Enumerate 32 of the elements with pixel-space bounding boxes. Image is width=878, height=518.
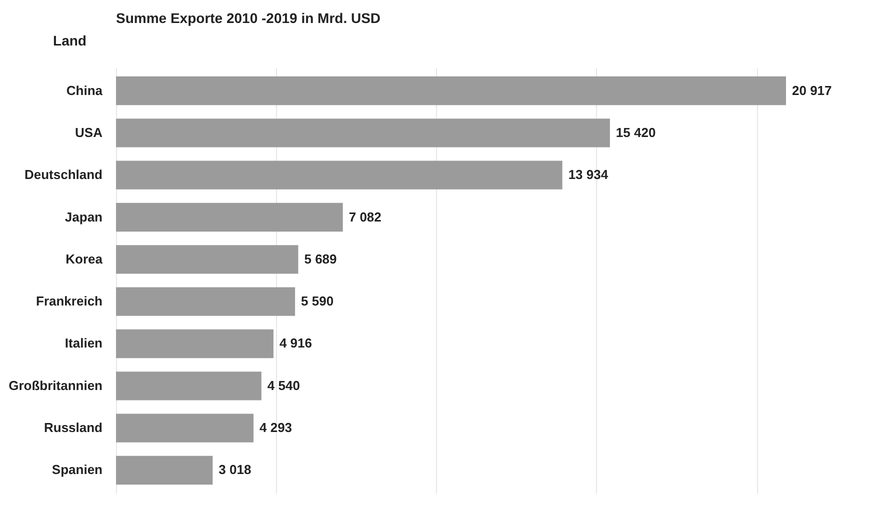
data-label: 13 934	[568, 167, 609, 182]
bar	[116, 76, 786, 106]
y-tick-label: USA	[75, 124, 104, 140]
data-label: 4 293	[260, 420, 292, 436]
data-label: 5 689	[304, 251, 337, 266]
data-label: 4 916	[279, 336, 312, 351]
bar	[116, 456, 213, 485]
data-label: 20 917	[792, 82, 832, 98]
y-tick-label: Korea	[66, 251, 104, 266]
y-tick-label: Großbritannien	[8, 378, 103, 393]
data-label: 15 420	[616, 124, 656, 140]
data-label: 7 082	[348, 209, 382, 224]
y-tick-label: Japan	[64, 209, 103, 224]
bar	[116, 414, 254, 442]
bar	[116, 245, 298, 274]
y-tick-label: Russland	[44, 420, 103, 436]
y-tick-label: China	[66, 82, 104, 98]
bar	[116, 372, 262, 400]
bar	[116, 202, 343, 232]
bar	[116, 329, 274, 358]
y-axis-title: Land	[53, 32, 86, 48]
y-tick-label: Frankreich	[36, 294, 103, 309]
y-tick-label: Spanien	[52, 462, 103, 478]
y-tick-label: Italien	[64, 336, 103, 351]
chart-title: Summe Exporte 2010 -2019 in Mrd. USD	[116, 10, 381, 26]
y-tick-label: Deutschland	[24, 167, 103, 182]
data-label: 3 018	[218, 462, 252, 478]
bar	[116, 118, 610, 148]
data-label: 5 590	[301, 294, 334, 309]
bar	[116, 287, 296, 316]
bar	[116, 160, 562, 190]
data-label: 4 540	[267, 378, 300, 393]
